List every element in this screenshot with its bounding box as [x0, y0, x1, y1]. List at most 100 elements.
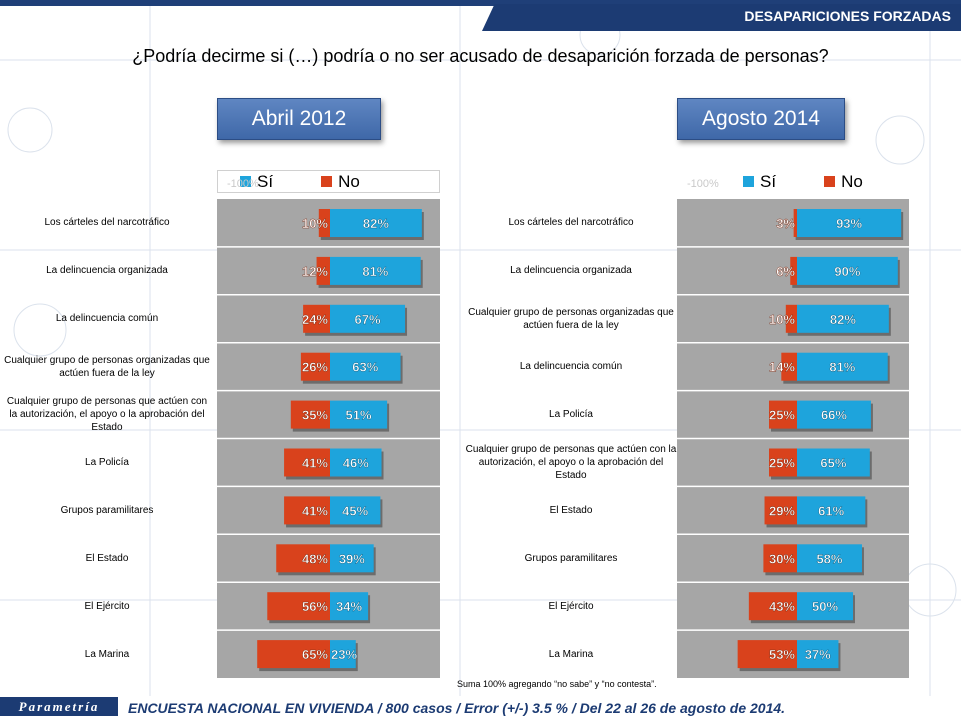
data-label-no: 25% — [769, 456, 795, 471]
bar-no — [790, 256, 797, 285]
data-label-si: 67% — [355, 312, 381, 327]
category-label: Cualquier grupo de personas que actúen c… — [6, 396, 208, 434]
data-label-si: 63% — [352, 360, 378, 375]
data-label-no: 65% — [302, 647, 328, 662]
data-label-si: 93% — [836, 216, 862, 231]
legend-label-no: No — [841, 171, 863, 191]
bar-no — [284, 448, 330, 477]
bar-no — [276, 544, 330, 573]
data-label-no: 48% — [302, 551, 328, 566]
bar-si — [797, 592, 853, 621]
category-label: La Policía — [549, 409, 593, 421]
bar-no — [318, 209, 330, 237]
data-label-si: 90% — [834, 264, 860, 279]
data-label-no: 10% — [302, 216, 328, 231]
data-label-si: 46% — [343, 456, 369, 471]
category-label: El Estado — [549, 504, 593, 516]
bar-si — [330, 352, 401, 381]
period-label-2014: Agosto 2014 — [677, 98, 845, 140]
bar-si — [797, 640, 839, 669]
category-label: La delincuencia organizada — [510, 265, 632, 277]
bar-no — [316, 256, 330, 285]
category-label: Grupos paramilitares — [60, 504, 154, 516]
bar-no — [737, 640, 797, 669]
bar-no — [257, 640, 330, 669]
bar-no — [763, 544, 797, 573]
category-label: El Ejército — [84, 600, 130, 612]
bar-no — [748, 592, 797, 621]
legend-swatch-no — [824, 176, 836, 187]
legend-item-si: Sí — [240, 172, 273, 192]
data-label-no: 3% — [776, 216, 795, 231]
data-label-si: 65% — [820, 456, 846, 471]
bar-si — [330, 496, 381, 525]
data-label-no: 26% — [302, 360, 328, 375]
question-title: ¿Podría decirme si (…) podría o no ser a… — [132, 46, 829, 66]
axis-label-left: -100% — [687, 178, 719, 190]
footnote: Suma 100% agregando “no sabe” y “no cont… — [457, 679, 657, 689]
legend-swatch-si — [240, 176, 251, 187]
data-label-si: 61% — [818, 503, 844, 518]
data-label-no: 41% — [302, 503, 328, 518]
legend-label-si: Sí — [760, 171, 777, 191]
bar-si — [330, 304, 406, 333]
legend-swatch-si — [743, 176, 754, 187]
data-label-si: 58% — [816, 551, 842, 566]
legend-swatch-no — [321, 176, 333, 187]
legend-item-no: No — [824, 172, 863, 192]
bar-no — [793, 209, 797, 237]
category-label: Los cárteles del narcotráfico — [44, 217, 170, 229]
category-label: Grupos paramilitares — [524, 552, 618, 564]
bar-si — [330, 209, 422, 237]
bar-no — [300, 352, 330, 381]
legend-item-si: Sí — [743, 172, 776, 192]
footer-bar — [0, 696, 961, 721]
section-label: DESAPARICIONES FORZADAS — [744, 8, 951, 24]
data-label-no: 41% — [302, 456, 328, 471]
bar-si — [330, 256, 421, 285]
bar-si — [330, 448, 382, 477]
data-label-no: 12% — [302, 264, 328, 279]
data-label-si: 37% — [805, 647, 831, 662]
data-label-no: 24% — [302, 312, 328, 327]
category-label: Cualquier grupo de personas que actúen c… — [465, 443, 677, 481]
bar-si — [797, 304, 889, 333]
data-label-no: 14% — [769, 360, 795, 375]
bar-si — [797, 400, 871, 429]
data-label-si: 51% — [346, 408, 372, 423]
bar-si — [797, 496, 866, 525]
bar-no — [769, 448, 797, 477]
data-label-no: 25% — [769, 408, 795, 423]
bar-no — [781, 352, 797, 381]
survey-info: ENCUESTA NACIONAL EN VIVIENDA / 800 caso… — [128, 700, 786, 716]
legend-item-no: No — [321, 172, 360, 192]
data-label-no: 43% — [769, 599, 795, 614]
data-label-si: 50% — [812, 599, 838, 614]
data-label-si: 39% — [339, 551, 365, 566]
bar-si — [330, 640, 356, 669]
bar-no — [769, 400, 797, 429]
data-label-si: 23% — [331, 647, 357, 662]
data-label-no: 6% — [776, 264, 795, 279]
data-label-no: 35% — [302, 408, 328, 423]
category-label: Los cárteles del narcotráfico — [508, 217, 634, 229]
bar-no — [267, 592, 330, 621]
period-label-2012: Abril 2012 — [217, 98, 381, 140]
data-label-si: 66% — [821, 408, 847, 423]
category-label: La Policía — [85, 456, 129, 468]
bar-si — [330, 400, 388, 429]
bar-no — [284, 496, 330, 525]
bar-no — [764, 496, 797, 525]
top-bar — [0, 0, 961, 6]
data-label-si: 82% — [830, 312, 856, 327]
bar-si — [797, 544, 862, 573]
legend-label-si: Sí — [257, 171, 274, 191]
bar-si — [797, 352, 888, 381]
category-label: Cualquier grupo de personas organizadas … — [468, 306, 674, 331]
bar-no — [303, 304, 330, 333]
legend-2014: Sí No — [720, 170, 910, 193]
bar-si — [797, 209, 902, 237]
legend-2012: Sí No — [217, 170, 440, 193]
brand-logo: Parametría — [0, 697, 118, 716]
